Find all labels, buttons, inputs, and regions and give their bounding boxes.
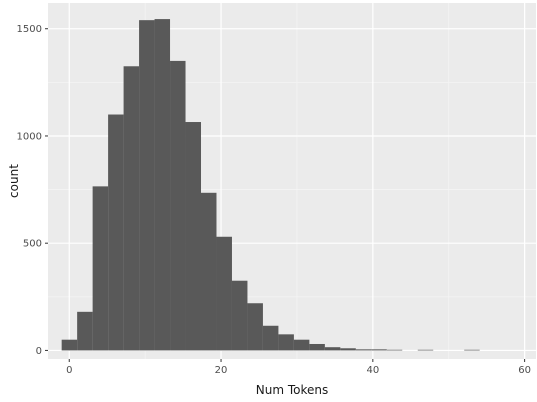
x-tick-label: 0 (66, 365, 72, 376)
histogram-bar (92, 186, 109, 351)
histogram-bar (61, 339, 78, 351)
histogram-bar (324, 347, 341, 351)
histogram-bar (154, 19, 171, 351)
histogram-bar (417, 349, 434, 351)
histogram-bar (293, 339, 310, 351)
histogram-bar (231, 280, 248, 351)
histogram-bar (216, 236, 232, 351)
y-tick-label: 1500 (17, 24, 42, 35)
y-tick-label: 0 (36, 346, 42, 357)
y-axis-ticks: 0 500 1000 1500 (17, 24, 48, 357)
histogram-bar (371, 349, 387, 351)
histogram-bars (61, 19, 480, 351)
histogram-bar (340, 348, 356, 351)
histogram-bar (278, 334, 294, 351)
histogram-bar (170, 60, 186, 351)
y-tick-label: 1000 (17, 131, 42, 142)
histogram-bar (309, 343, 325, 351)
histogram-bar (386, 349, 403, 351)
histogram-bar (464, 349, 480, 351)
x-axis-title: Num Tokens (256, 383, 328, 397)
y-tick-label: 500 (23, 239, 42, 250)
histogram-bar (247, 303, 263, 351)
histogram-bar (77, 311, 93, 351)
histogram-bar (201, 192, 217, 351)
histogram-bar (123, 66, 140, 351)
y-axis-title: count (7, 164, 21, 198)
x-tick-label: 20 (215, 365, 228, 376)
histogram-bar (355, 349, 372, 351)
x-tick-label: 60 (518, 365, 531, 376)
histogram-bar (185, 122, 202, 351)
histogram-bar (139, 20, 155, 351)
x-axis-ticks: 0 20 40 60 (66, 359, 531, 376)
x-tick-label: 40 (366, 365, 379, 376)
histogram-bar (108, 114, 124, 351)
histogram-bar (262, 325, 279, 351)
